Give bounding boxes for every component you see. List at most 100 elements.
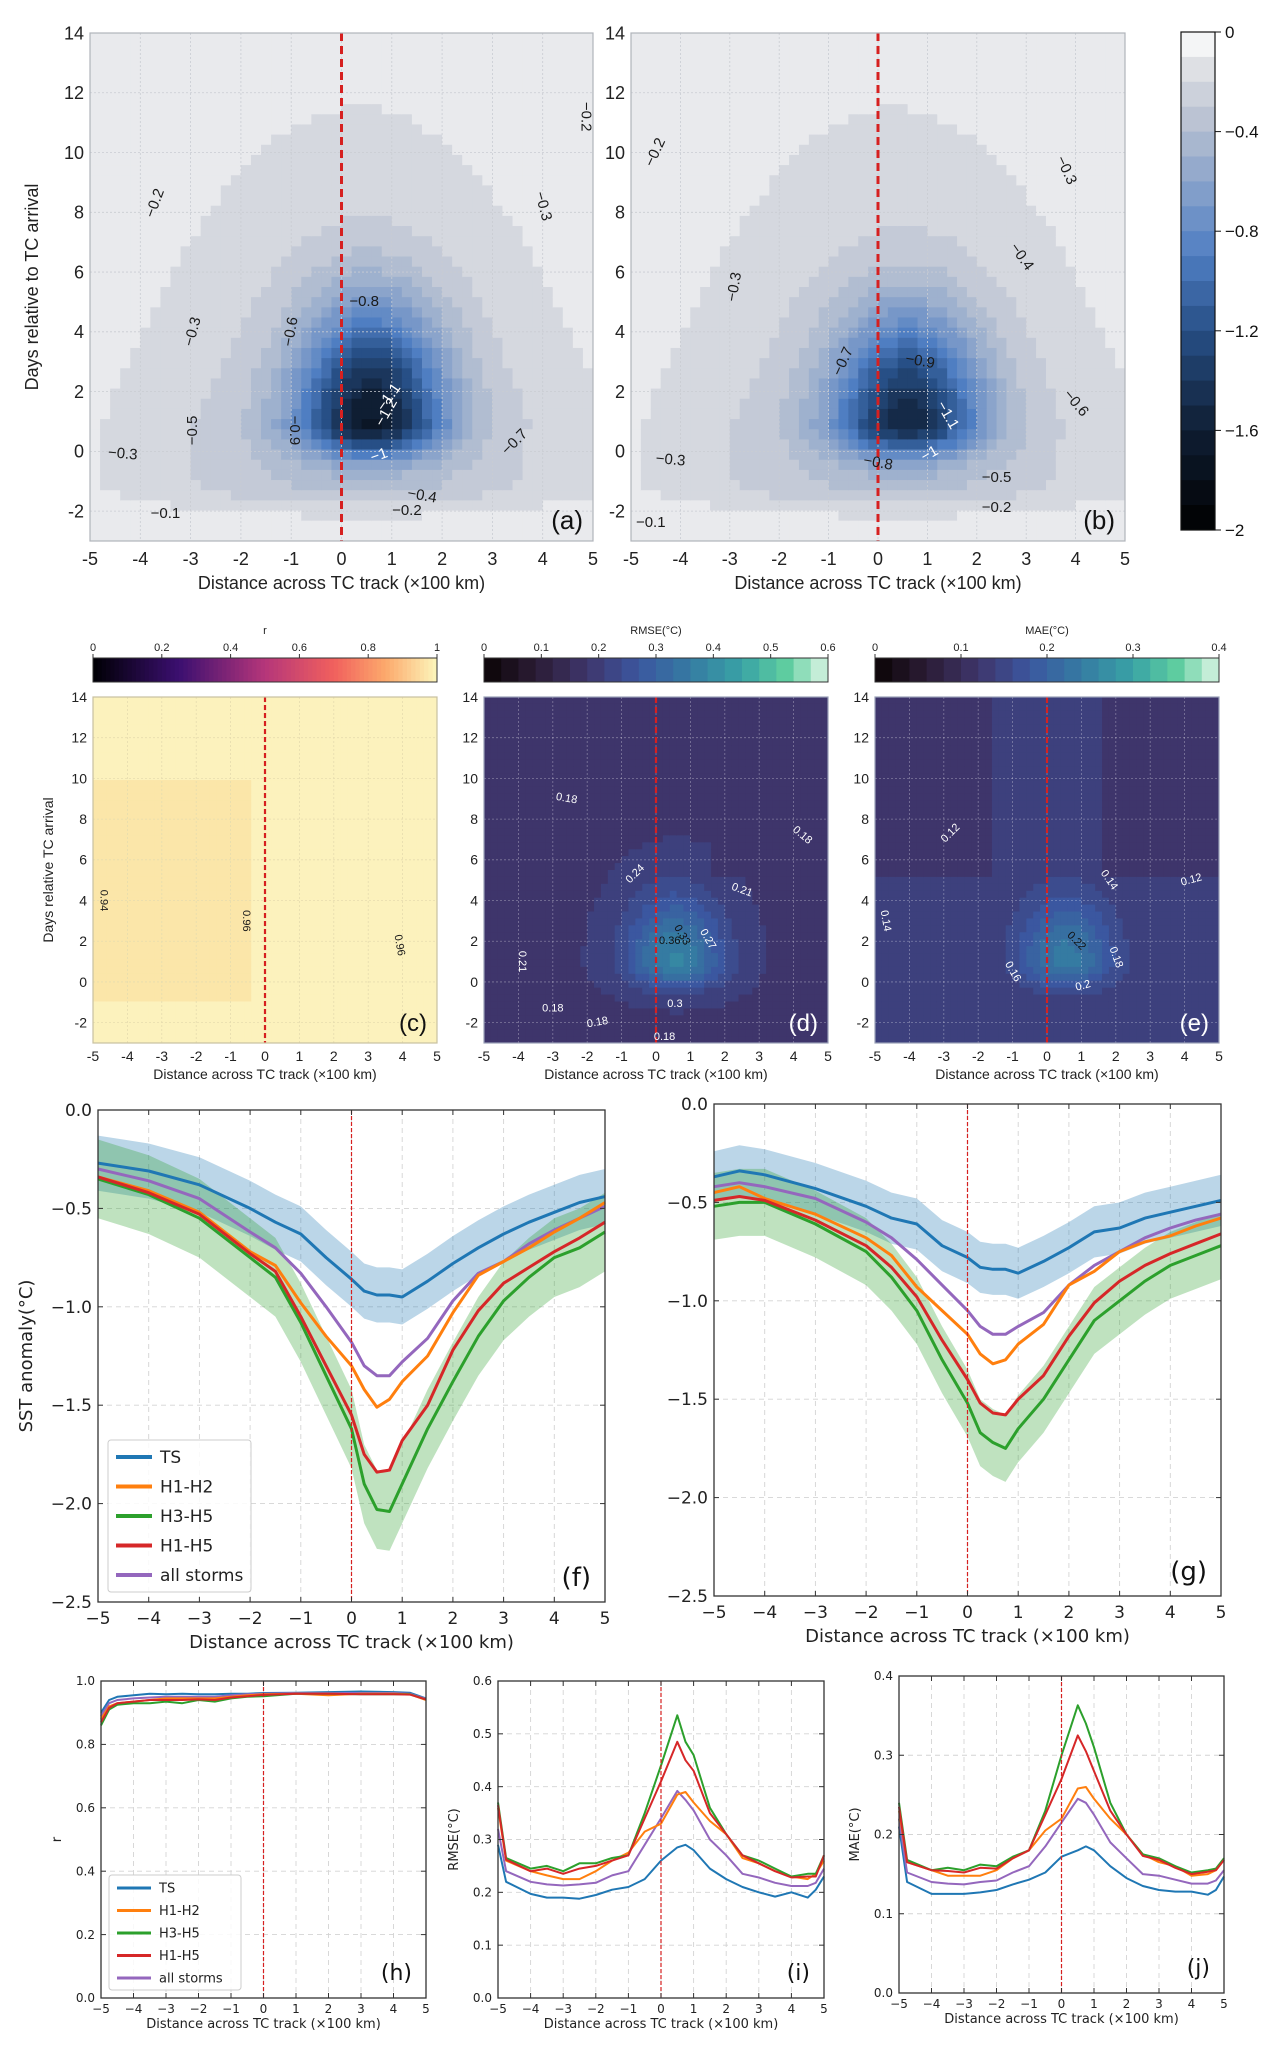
contour-cell — [798, 226, 810, 237]
contour-cell — [311, 73, 322, 85]
contour-cell — [462, 165, 473, 176]
contour-cell — [739, 276, 751, 288]
contour-cell — [572, 93, 584, 105]
contour-cell — [828, 388, 840, 400]
contour-cell — [532, 297, 544, 308]
contour-cell — [271, 419, 282, 430]
contour-cell — [462, 530, 473, 541]
contour-cell — [759, 124, 770, 136]
contour-cell — [1045, 307, 1057, 319]
contour-cell — [631, 134, 642, 146]
contour-cell — [759, 500, 770, 512]
contour-cell — [150, 378, 162, 390]
contour-cell — [996, 378, 1008, 390]
contour-cell — [472, 83, 483, 95]
contour-cell — [868, 256, 879, 268]
contour-cell — [650, 226, 662, 237]
contour-cell — [562, 530, 574, 541]
contour-cell — [887, 83, 899, 95]
x-tick-label: -2 — [233, 549, 249, 569]
contour-cell — [1105, 185, 1116, 197]
contour-cell — [957, 510, 968, 522]
contour-cell — [690, 480, 701, 491]
contour-cell — [650, 327, 662, 339]
contour-cell — [160, 266, 172, 278]
contour-cell — [1075, 368, 1087, 380]
contour-cell — [261, 134, 272, 146]
contour-cell — [660, 195, 672, 207]
contour-cell — [927, 480, 938, 491]
contour-cell — [957, 530, 968, 541]
contour-cell — [798, 104, 810, 115]
contour-cell — [281, 73, 292, 85]
contour-cell — [729, 215, 741, 227]
contour-cell — [140, 480, 151, 491]
contour-cell — [542, 378, 554, 390]
contour-cell — [680, 33, 691, 44]
contour-cell — [381, 368, 393, 380]
contour-cell — [401, 93, 413, 105]
contour-cell — [631, 33, 642, 44]
contour-cell — [311, 388, 322, 400]
contour-cell — [271, 317, 282, 329]
contour-cell — [808, 63, 820, 75]
contour-cell — [650, 317, 662, 329]
contour-cell — [391, 236, 403, 247]
contour-cell — [1085, 53, 1096, 65]
contour-cell — [818, 276, 830, 288]
contour-cell — [1026, 175, 1037, 186]
contour-cell — [996, 469, 1008, 481]
contour-cell — [542, 236, 554, 247]
contour-label: −1 — [368, 444, 390, 466]
contour-cell — [160, 347, 172, 359]
contour-cell — [1075, 388, 1087, 400]
contour-cell — [391, 408, 403, 420]
contour-cell — [996, 449, 1008, 461]
contour-cell — [321, 134, 333, 146]
contour-cell — [261, 144, 272, 156]
contour-cell — [1055, 358, 1067, 369]
contour-cell — [986, 459, 998, 471]
contour-cell — [1065, 368, 1077, 380]
contour-cell — [220, 398, 232, 410]
contour-cell — [729, 256, 741, 268]
contour-cell — [301, 215, 312, 227]
contour-cell — [140, 520, 151, 532]
contour-cell — [858, 368, 869, 380]
contour-cell — [680, 205, 691, 217]
contour-cell — [220, 165, 232, 176]
contour-cell — [848, 276, 859, 288]
contour-cell — [966, 246, 978, 258]
contour-cell — [1055, 226, 1067, 237]
contour-cell — [878, 449, 889, 461]
contour-cell — [966, 256, 978, 268]
contour-cell — [670, 33, 681, 44]
contour-cell — [769, 520, 780, 532]
contour-cell — [798, 83, 810, 95]
contour-cell — [512, 337, 524, 349]
contour-cell — [1095, 93, 1106, 105]
contour-cell — [808, 124, 820, 136]
contour-cell — [371, 236, 383, 247]
contour-cell — [572, 449, 584, 461]
contour-cell — [1006, 175, 1017, 186]
contour-cell — [1065, 185, 1077, 197]
contour-cell — [472, 33, 483, 44]
contour-cell — [878, 297, 889, 308]
contour-cell — [907, 520, 919, 532]
contour-cell — [631, 398, 642, 410]
contour-cell — [452, 134, 463, 146]
contour-cell — [848, 510, 859, 522]
contour-cell — [281, 165, 292, 176]
contour-cell — [361, 429, 373, 440]
contour-cell — [240, 408, 252, 420]
contour-cell — [1095, 490, 1106, 501]
contour-cell — [341, 205, 353, 217]
contour-cell — [838, 93, 849, 105]
contour-cell — [1105, 205, 1116, 217]
contour-cell — [230, 53, 242, 65]
contour-cell — [472, 480, 483, 491]
contour-cell — [947, 205, 958, 217]
contour-cell — [789, 500, 800, 512]
contour-cell — [552, 205, 564, 217]
